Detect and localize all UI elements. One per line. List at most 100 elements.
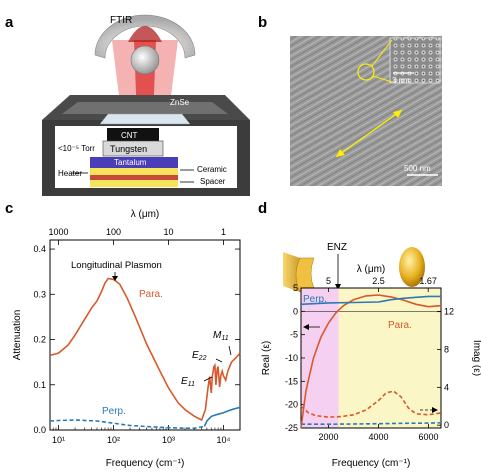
plot-d-dielectric-band (338, 288, 441, 428)
plot-c-series-para- (49, 277, 241, 422)
plot-c-y-axis-label: Attenuation (12, 310, 23, 361)
alignment-arrowhead-2 (336, 149, 345, 157)
plot-d-series-para-imag (300, 390, 442, 418)
ftir-lens (130, 45, 160, 75)
para-ellipsoid (399, 247, 425, 287)
plot-d-y-right-tick-label: 4 (444, 382, 449, 392)
plot-d-top-tick-label: 5 (326, 276, 331, 286)
plot-d-lines (300, 294, 442, 429)
scale-label: 500 nm (404, 164, 431, 173)
plot-c-top-tick-label: 10 (163, 227, 173, 237)
tungsten-label: Tungsten (110, 144, 147, 154)
perp-field-sheet-2 (295, 257, 315, 293)
plot-d-y-left-tick-label: -10 (285, 353, 298, 363)
panel-b: 3 nm 500 nm (290, 36, 442, 186)
inset-line-1 (371, 39, 393, 67)
plot-d-top-tick-label: 1.67 (419, 276, 437, 286)
znse-window (99, 113, 191, 125)
ftir-reflection (128, 26, 162, 42)
plot-d-top-axis-label: λ (μm) (357, 264, 386, 275)
plot-d-y-left-tick-label: -25 (285, 423, 298, 433)
plot-d-y-right-tick-label: 12 (444, 307, 454, 317)
plot-c-top-axis-label: λ (μm) (131, 209, 160, 220)
cnt-layer (107, 128, 159, 141)
perp-field-sheet-1 (283, 252, 300, 292)
inset-circle (357, 63, 375, 81)
spacer-label: Spacer (200, 177, 226, 186)
real-axis-arrowhead (303, 324, 309, 330)
e22-arrow (215, 358, 223, 363)
plot-c-y-tick-label: 0.4 (33, 244, 46, 254)
pressure-label: <10⁻⁵ Torr (58, 144, 95, 153)
e11-arrow (203, 376, 213, 382)
plot-d-series-para-real (300, 294, 442, 429)
heater-layer (90, 175, 178, 180)
plot-c-axes: 10¹ 10² 10³ 10⁴ 1000 100 10 1 0.0 0.1 0.2 0.3 0.4 (33, 227, 241, 445)
plot-d-hyperbolic-band (301, 288, 339, 428)
inset-scale-label: 3 nm (392, 76, 410, 85)
ceramic-label: Ceramic (197, 165, 227, 174)
tungsten-layer (102, 140, 164, 157)
plot-c-lines (49, 277, 241, 429)
inset-line-2 (372, 75, 393, 83)
plot-c-x-tick-label: 10² (107, 435, 120, 445)
plot-d-para-label: Para. (388, 320, 412, 331)
enz-label: ENZ (327, 242, 347, 253)
plot-c-top-tick-label: 1 (221, 227, 226, 237)
plot-d-y-left-tick-label: -20 (285, 400, 298, 410)
enz-arrowhead (335, 284, 341, 290)
plot-d-y-left-tick-label: 0 (293, 306, 298, 316)
plot-d-x-tick-label: 2000 (318, 432, 338, 442)
e22-label: E22 (192, 350, 207, 362)
perp-label: Perp. (102, 406, 126, 417)
para-label: Para. (139, 289, 163, 300)
plot-c-y-tick-label: 0.1 (33, 380, 46, 390)
alignment-arrowhead-1 (393, 110, 402, 118)
plot-c-y-tick-label: 0.3 (33, 289, 46, 299)
e11-label: E11 (181, 376, 195, 388)
plot-d-x-axis-label: Frequency (cm⁻¹) (332, 458, 411, 469)
ceramic-layer-2 (90, 180, 178, 187)
panel-a: FTIR ZnSe CNT Tungsten Tantalum <10⁻⁵ To… (42, 14, 250, 196)
imag-axis-arrowhead (432, 407, 438, 413)
znse-label: ZnSe (170, 98, 190, 107)
heater-label: Heater (58, 169, 82, 178)
sem-inset (389, 37, 441, 84)
m11-label: M11 (213, 330, 229, 342)
plot-d-x-tick-label: 4000 (368, 432, 388, 442)
plasmon-arrowhead (112, 276, 118, 281)
plot-d-perp-label: Perp. (303, 294, 327, 305)
ftir-label: FTIR (110, 15, 132, 26)
tantalum-layer (90, 157, 178, 168)
plot-d-y-left-tick-label: 5 (293, 283, 298, 293)
panel-c: 10¹ 10² 10³ 10⁴ 1000 100 10 1 0.0 0.1 0.2 0.3 0.4 λ … (12, 209, 241, 469)
plot-c-frame (49, 239, 241, 431)
panel-a-letter: a (5, 14, 14, 31)
cnt-label: CNT (121, 131, 138, 140)
alignment-arrow (335, 109, 403, 158)
panel-b-letter: b (258, 14, 268, 31)
ftir-mirror-dome (94, 14, 196, 59)
plot-c-top-tick-label: 100 (106, 227, 121, 237)
ceramic-layer-1 (90, 168, 178, 175)
plot-d-y-right-label: Imag (ε) (471, 340, 481, 376)
plot-d-y-left-tick-label: -5 (290, 330, 298, 340)
plot-c-series-perp-solid (203, 406, 241, 427)
chamber-top-inner (62, 102, 228, 114)
plot-d-series-perp-imag (301, 422, 442, 425)
plot-d-x-tick-label: 6000 (418, 432, 438, 442)
plot-c-y-tick-label: 0.2 (33, 335, 46, 345)
plot-c-x-axis-label: Frequency (cm⁻¹) (106, 458, 185, 469)
plot-c-top-tick-label: 1000 (49, 227, 69, 237)
tantalum-label: Tantalum (114, 158, 147, 167)
plot-d-axes: 2000 4000 6000 5 2.5 1.67 5 0 -5 -10 -15 -20 -25 12 8 4… (285, 276, 454, 442)
panel-d: ENZ 2000 4000 6000 5 2.5 1.67 5 0 -5 -10 -15 -20 -25… (261, 242, 481, 469)
plot-c-x-tick-label: 10³ (162, 435, 175, 445)
plot-d-y-left-tick-label: -15 (285, 376, 298, 386)
plasmon-annotation: Longitudinal Plasmon (71, 260, 162, 271)
plot-c-x-tick-label: 10¹ (52, 435, 65, 445)
plot-c-x-tick-label: 10⁴ (217, 435, 231, 445)
panel-d-letter: d (258, 200, 268, 217)
